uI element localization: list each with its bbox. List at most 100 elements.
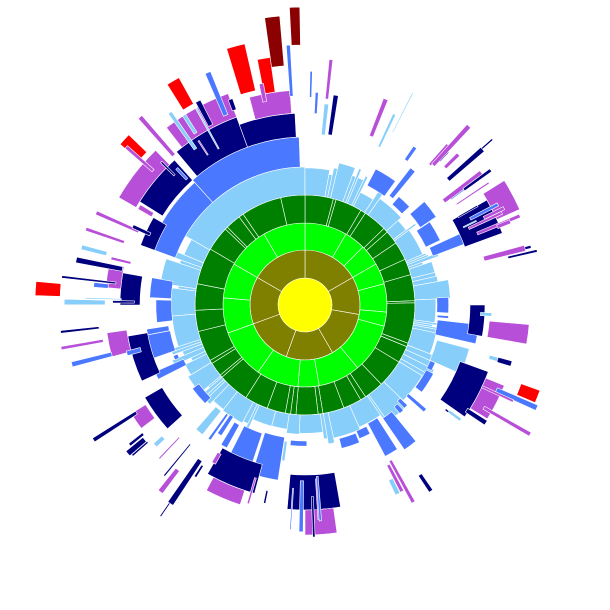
level-5-segment — [289, 439, 308, 447]
outer-spike — [457, 204, 479, 219]
level-4-segment — [413, 298, 437, 324]
outer-spike — [289, 487, 294, 530]
outer-spike — [324, 59, 334, 100]
outer-spike — [124, 145, 155, 173]
level-8-segment — [119, 134, 148, 162]
level-5-segment — [391, 196, 410, 215]
outer-spike — [507, 249, 538, 260]
level-4-segment — [170, 287, 197, 317]
outer-spike — [447, 409, 462, 422]
outer-spike — [61, 275, 117, 285]
outer-spike — [125, 437, 147, 457]
level-8-segment — [166, 77, 194, 111]
level-5-segment — [426, 360, 436, 372]
outer-spike — [496, 219, 512, 229]
outer-spike — [428, 143, 450, 167]
outer-spike — [110, 256, 132, 265]
sunburst-outer-spikes — [60, 44, 539, 538]
outer-spike — [482, 244, 526, 262]
outer-spike — [85, 226, 126, 244]
outer-spike — [157, 467, 180, 494]
outer-spike — [80, 244, 108, 257]
outer-spike — [227, 98, 237, 112]
level-7-segment — [206, 476, 246, 506]
level-5-segment — [220, 421, 240, 449]
outer-spike — [204, 71, 229, 117]
level-7-segment — [482, 180, 521, 220]
level-5-segment — [393, 403, 404, 414]
outer-spike — [431, 123, 472, 167]
level-3-segment — [295, 386, 319, 416]
outer-spike — [211, 451, 222, 465]
level-7-segment — [118, 149, 170, 208]
level-5-segment — [388, 167, 416, 200]
outer-spike — [482, 206, 506, 220]
outer-spike — [467, 211, 503, 230]
outer-spike — [480, 312, 493, 317]
level-7-segment — [486, 320, 530, 345]
outer-spike — [417, 473, 434, 493]
outer-spike — [386, 463, 405, 493]
outer-spike — [92, 410, 138, 443]
outer-spike — [446, 146, 485, 182]
outer-spike — [441, 170, 484, 204]
outer-spike — [462, 219, 477, 229]
level-5-segment — [409, 201, 437, 228]
outer-spike — [175, 167, 189, 181]
outer-spike — [125, 347, 142, 357]
outer-spike — [167, 458, 203, 506]
outer-spike — [182, 113, 198, 135]
outer-spike — [314, 92, 319, 115]
outer-spike — [137, 204, 155, 218]
outer-spike — [93, 282, 109, 289]
level-5-segment — [436, 314, 449, 319]
outer-spike — [95, 210, 140, 234]
outer-spike — [158, 436, 181, 460]
outer-spike — [315, 476, 322, 522]
outer-spike — [311, 496, 316, 538]
level-6-segment — [467, 304, 486, 337]
outer-spike — [455, 181, 490, 206]
level-8-segment — [516, 383, 541, 404]
outer-spike — [163, 443, 192, 477]
outer-spike — [60, 326, 100, 334]
outer-spike — [391, 92, 414, 134]
outer-spike — [195, 99, 214, 127]
level-5-segment — [172, 353, 180, 361]
level-5-segment — [338, 432, 360, 449]
outer-spike — [388, 478, 401, 496]
outer-spike — [469, 202, 500, 221]
outer-spike — [298, 480, 304, 533]
outer-spike — [464, 407, 488, 426]
outer-spike — [368, 97, 389, 138]
outer-spike — [285, 44, 294, 97]
outer-spike — [258, 83, 268, 103]
outer-spike — [462, 168, 493, 192]
outer-spike — [112, 300, 135, 304]
level-5-segment — [355, 425, 371, 440]
outer-spike — [443, 152, 461, 170]
level-5-segment — [207, 413, 229, 441]
outer-spike — [128, 432, 145, 447]
outer-spike — [388, 459, 416, 504]
outer-spike — [84, 297, 122, 301]
level-5-segment — [366, 168, 396, 197]
outer-spike — [75, 256, 124, 272]
level-6-segment — [127, 332, 161, 382]
outer-spike — [496, 356, 513, 367]
level-5-segment — [414, 369, 434, 393]
outer-spike — [60, 339, 104, 351]
outer-spike — [167, 111, 198, 151]
level-5-segment — [436, 296, 450, 314]
level-8-segment — [34, 281, 62, 297]
outer-spike — [131, 224, 152, 237]
level-5-segment — [416, 221, 441, 248]
outer-spike — [63, 298, 106, 306]
level-7-segment — [130, 404, 156, 429]
level-5-segment — [281, 440, 288, 462]
outer-spike — [70, 351, 113, 368]
outer-spike — [309, 70, 313, 98]
level-5-segment — [405, 393, 427, 413]
outer-spike — [263, 489, 269, 504]
